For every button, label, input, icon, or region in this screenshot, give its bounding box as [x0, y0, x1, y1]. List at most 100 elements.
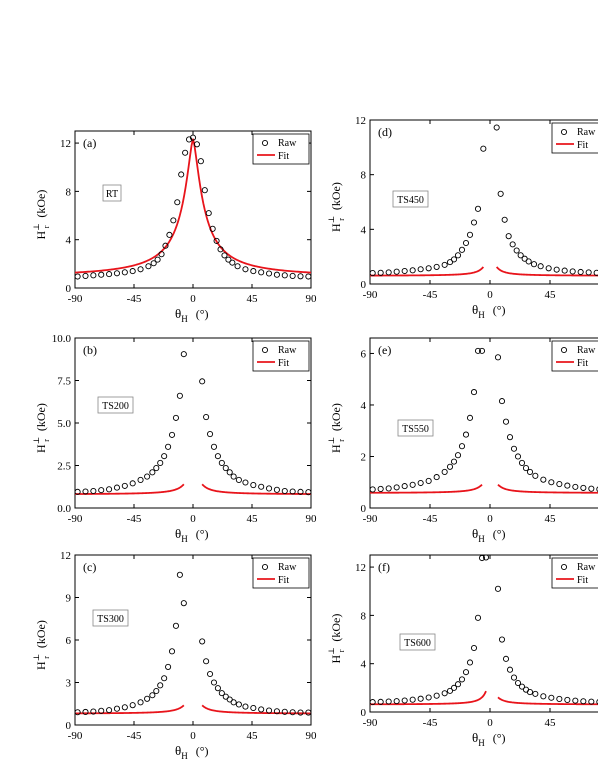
raw-data-point [585, 269, 592, 276]
x-tick-label: 0 [190, 293, 196, 305]
fit-curve-negative [370, 690, 487, 706]
raw-data-point [113, 705, 121, 712]
raw-data-point [234, 263, 241, 270]
legend-raw-label: Raw [278, 345, 297, 356]
raw-data-point [474, 205, 482, 212]
raw-data-point [540, 693, 547, 700]
plot-area [370, 555, 598, 706]
sample-label: TS450 [397, 195, 424, 206]
legend-raw-marker [261, 563, 269, 571]
raw-data-point [98, 707, 105, 714]
legend-raw-marker [560, 563, 568, 571]
x-axis-label: θH (°) [472, 302, 506, 320]
raw-data-point [137, 266, 144, 273]
raw-data-point [235, 476, 242, 484]
raw-data-point [235, 701, 242, 708]
raw-data-point [556, 480, 563, 488]
raw-data-point [281, 487, 288, 495]
x-tick-label: -45 [127, 513, 142, 525]
raw-data-point [548, 479, 555, 486]
y-axis-label: H⊥r (kOe) [327, 614, 346, 664]
y-axis-label-unit: (kOe) [329, 403, 343, 431]
x-axis-label-symbol: θ [472, 302, 478, 317]
y-tick-label: 8 [361, 610, 367, 622]
raw-data-point [165, 443, 172, 450]
raw-data-point [409, 267, 416, 274]
raw-data-point [161, 675, 168, 682]
raw-data-point [393, 484, 400, 491]
raw-data-point [154, 256, 161, 263]
raw-data-point [409, 481, 416, 488]
raw-data-point [168, 648, 176, 655]
raw-data-point [98, 487, 105, 494]
legend-raw-label: Raw [577, 562, 596, 573]
y-axis-label-symbol: H [329, 223, 343, 232]
raw-data-point [182, 149, 189, 156]
x-tick-label: 45 [545, 513, 557, 525]
fit-curve-positive [201, 704, 311, 715]
raw-data-point [385, 485, 392, 492]
raw-data-point [480, 145, 487, 152]
x-tick-label: -45 [423, 513, 438, 525]
raw-data-point [75, 273, 81, 280]
raw-data-point [517, 252, 524, 259]
raw-data-point [258, 706, 265, 713]
raw-data-point [222, 693, 229, 700]
y-tick-label: 5.0 [57, 418, 71, 430]
raw-data-point [222, 464, 229, 472]
y-axis-label-symbol: H [34, 444, 48, 453]
raw-data-point [174, 199, 181, 206]
raw-data-point [446, 259, 454, 266]
x-tick-label: 45 [247, 730, 259, 742]
raw-data-point [206, 670, 214, 678]
legend-box [551, 340, 598, 372]
raw-data-point [82, 708, 89, 716]
raw-data-point [199, 638, 206, 645]
raw-data-point [90, 272, 97, 279]
x-axis-label: θH (°) [175, 526, 209, 544]
plot-area [75, 571, 311, 716]
raw-data-point [221, 252, 228, 259]
sample-label: RT [106, 189, 118, 200]
y-axis-label-subscript: r [337, 649, 346, 652]
raw-data-point [121, 482, 128, 489]
x-tick-label: 45 [247, 293, 259, 305]
raw-data-point [377, 485, 384, 492]
fit-curve-positive [497, 483, 598, 494]
raw-data-point [305, 709, 311, 716]
raw-data-point [168, 431, 176, 438]
x-tick-label: 90 [306, 513, 318, 525]
x-axis-label-unit: (°) [493, 731, 506, 745]
raw-data-point [265, 485, 273, 492]
legend-raw-label: Raw [577, 127, 596, 138]
y-tick-label: 2 [361, 451, 367, 463]
raw-data-point [530, 261, 538, 268]
raw-data-point [165, 663, 172, 670]
raw-data-point [370, 699, 376, 706]
raw-data-point [144, 473, 151, 480]
raw-data-point [230, 473, 237, 480]
raw-data-point [425, 477, 432, 485]
panel-label: (f) [378, 560, 390, 574]
raw-data-point [466, 414, 474, 421]
y-axis-label-subscript: r [42, 656, 51, 659]
sample-label: TS550 [402, 424, 429, 435]
sample-label-box [397, 419, 434, 437]
raw-data-point [265, 707, 273, 714]
raw-data-point [180, 351, 187, 358]
raw-data-point [474, 614, 482, 621]
y-tick-label: 4 [361, 224, 367, 236]
raw-data-point [273, 708, 280, 715]
y-axis-label-unit: (kOe) [34, 403, 48, 431]
raw-data-point [149, 469, 156, 476]
raw-data-point [458, 676, 466, 683]
legend-fit-label: Fit [577, 358, 588, 369]
raw-data-point [258, 269, 265, 276]
raw-data-point [205, 210, 212, 217]
raw-data-point [433, 692, 440, 699]
x-axis-label-subscript: H [181, 314, 188, 324]
